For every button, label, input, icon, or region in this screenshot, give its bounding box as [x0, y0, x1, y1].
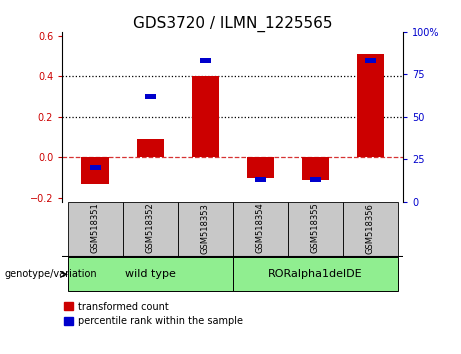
Bar — [301, 157, 329, 179]
Bar — [200, 58, 211, 63]
Bar — [365, 58, 376, 63]
Bar — [233, 202, 288, 257]
Bar — [145, 94, 156, 99]
Legend: transformed count, percentile rank within the sample: transformed count, percentile rank withi… — [60, 298, 247, 330]
Text: RORalpha1delDE: RORalpha1delDE — [268, 269, 363, 279]
Bar — [233, 257, 398, 291]
Bar — [191, 76, 219, 157]
Bar — [68, 202, 123, 257]
Text: GSM518355: GSM518355 — [311, 203, 320, 253]
Bar — [90, 165, 101, 170]
Bar — [247, 157, 274, 177]
Text: GSM518351: GSM518351 — [91, 203, 100, 253]
Bar — [343, 202, 398, 257]
Text: GSM518356: GSM518356 — [366, 203, 375, 253]
Text: GSM518352: GSM518352 — [146, 203, 155, 253]
Text: GSM518353: GSM518353 — [201, 203, 210, 253]
Bar — [123, 202, 178, 257]
Bar — [288, 202, 343, 257]
Text: genotype/variation: genotype/variation — [5, 269, 97, 279]
Bar — [82, 157, 109, 184]
Bar — [357, 54, 384, 157]
Bar — [178, 202, 233, 257]
Text: GSM518354: GSM518354 — [256, 203, 265, 253]
Bar — [310, 177, 321, 182]
Bar — [136, 139, 164, 157]
Bar — [255, 177, 266, 182]
Text: wild type: wild type — [125, 269, 176, 279]
Bar — [68, 257, 233, 291]
Title: GDS3720 / ILMN_1225565: GDS3720 / ILMN_1225565 — [133, 16, 332, 32]
